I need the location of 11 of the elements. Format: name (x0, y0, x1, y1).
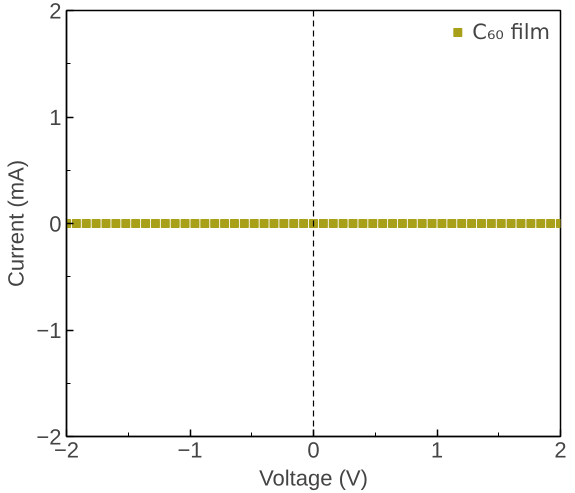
y-tick-label: −1 (36, 318, 62, 343)
x-tick-label: 0 (307, 438, 320, 462)
y-axis-title: Current (mA) (3, 160, 28, 288)
y-tick-label: 2 (49, 0, 62, 24)
y-tick-label: 1 (49, 105, 62, 130)
x-tick-label: 2 (554, 438, 567, 462)
x-axis-title: Voltage (V) (259, 466, 368, 490)
y-tick-label: 0 (49, 212, 62, 236)
x-tick-label: 1 (430, 438, 444, 462)
legend-label: C₆₀ film (472, 20, 550, 44)
x-tick-label: −1 (177, 438, 203, 462)
